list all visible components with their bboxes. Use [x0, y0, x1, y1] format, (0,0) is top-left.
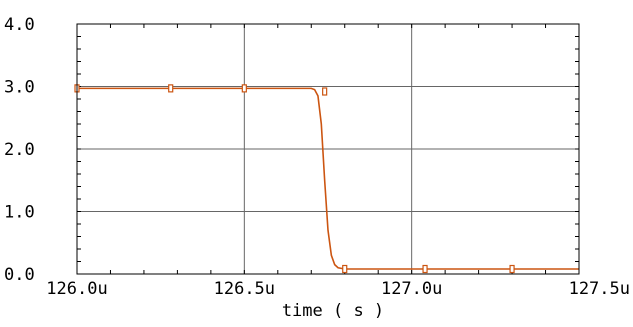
grid-layer	[77, 24, 579, 274]
series-marker-0-1	[168, 84, 174, 93]
series-marker-0-6	[509, 264, 515, 274]
series-marker-0-3	[322, 87, 328, 96]
series-marker-0-4	[342, 264, 348, 274]
series-marker-0-2	[241, 84, 247, 93]
y-tick-label-2: 2.0	[4, 140, 35, 160]
x-tick-label-2: 127.0u	[381, 279, 442, 299]
labels-layer: 0.0 1.0 2.0 3.0 4.0 126.0u 126.5u 127.0u 127.5u	[4, 15, 630, 299]
y-tick-label-0: 0.0	[4, 265, 35, 285]
series-layer	[74, 84, 579, 274]
x-tick-label-3: 127.5u	[569, 279, 630, 299]
series-line-0	[77, 87, 579, 270]
y-tick-label-4: 4.0	[4, 15, 35, 35]
x-axis-label: time ( s )	[282, 301, 384, 321]
y-tick-label-3: 3.0	[4, 78, 35, 98]
plot-frame	[76, 23, 580, 275]
x-tick-label-0: 126.0u	[46, 279, 107, 299]
series-marker-0-5	[422, 264, 428, 274]
y-tick-label-1: 1.0	[4, 203, 35, 223]
x-tick-label-1: 126.5u	[214, 279, 275, 299]
